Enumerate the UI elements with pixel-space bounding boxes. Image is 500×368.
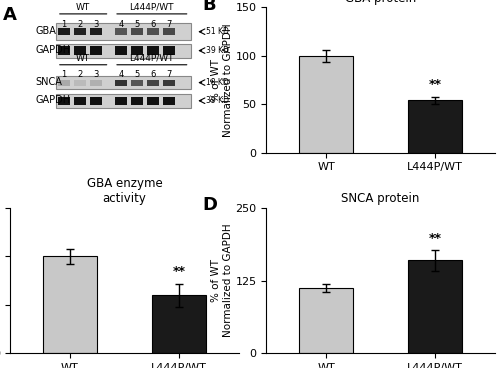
Text: 2: 2	[77, 70, 82, 78]
Text: 2: 2	[77, 20, 82, 29]
FancyBboxPatch shape	[147, 46, 159, 55]
Text: 1: 1	[61, 20, 66, 29]
Text: **: **	[428, 78, 442, 91]
Text: 51 KD: 51 KD	[206, 27, 229, 36]
Text: **: **	[428, 232, 442, 245]
Text: 5: 5	[134, 70, 140, 78]
FancyBboxPatch shape	[58, 96, 70, 105]
Text: GAPDH: GAPDH	[35, 45, 70, 55]
Title: GBA enzyme
activity: GBA enzyme activity	[86, 177, 162, 205]
Text: GBA: GBA	[35, 26, 56, 36]
FancyBboxPatch shape	[74, 79, 86, 86]
Y-axis label: % of WT
Normalized to GAPDH: % of WT Normalized to GAPDH	[211, 23, 233, 137]
Text: 7: 7	[166, 20, 172, 29]
Text: L444P/WT: L444P/WT	[130, 3, 174, 12]
FancyBboxPatch shape	[90, 79, 102, 86]
FancyBboxPatch shape	[74, 28, 86, 35]
FancyBboxPatch shape	[163, 96, 175, 105]
FancyBboxPatch shape	[131, 96, 143, 105]
Y-axis label: % of WT
Normalized to GAPDH: % of WT Normalized to GAPDH	[211, 224, 233, 337]
FancyBboxPatch shape	[58, 46, 70, 55]
Bar	[152, 295, 206, 353]
Text: SNCA: SNCA	[35, 77, 62, 87]
FancyBboxPatch shape	[163, 46, 175, 55]
Text: 6: 6	[150, 70, 156, 78]
Text: 7: 7	[166, 70, 172, 78]
Text: 3: 3	[93, 70, 98, 78]
Text: D: D	[202, 196, 217, 214]
FancyBboxPatch shape	[90, 96, 102, 105]
Bar	[408, 260, 463, 353]
FancyBboxPatch shape	[147, 28, 159, 35]
FancyBboxPatch shape	[56, 44, 190, 57]
FancyBboxPatch shape	[163, 28, 175, 35]
FancyBboxPatch shape	[74, 46, 86, 55]
Text: **: **	[172, 265, 186, 279]
FancyBboxPatch shape	[74, 96, 86, 105]
Text: 39 KD: 39 KD	[206, 96, 229, 105]
Text: 4: 4	[118, 70, 124, 78]
FancyBboxPatch shape	[115, 46, 127, 55]
FancyBboxPatch shape	[90, 46, 102, 55]
Bar	[42, 256, 97, 353]
Text: 4: 4	[118, 20, 124, 29]
Text: A: A	[3, 6, 17, 24]
FancyBboxPatch shape	[58, 79, 70, 86]
FancyBboxPatch shape	[115, 28, 127, 35]
FancyBboxPatch shape	[147, 96, 159, 105]
Title: SNCA protein: SNCA protein	[342, 192, 420, 205]
Text: 1: 1	[61, 70, 66, 78]
Text: L444P/WT: L444P/WT	[130, 54, 174, 63]
FancyBboxPatch shape	[131, 46, 143, 55]
FancyBboxPatch shape	[163, 79, 175, 86]
Text: 18 KD: 18 KD	[206, 78, 229, 87]
Text: WT: WT	[76, 3, 90, 12]
Bar	[299, 287, 354, 353]
FancyBboxPatch shape	[56, 94, 190, 108]
Text: WT: WT	[76, 54, 90, 63]
FancyBboxPatch shape	[131, 79, 143, 86]
Text: 5: 5	[134, 20, 140, 29]
Title: GBA protein: GBA protein	[345, 0, 416, 5]
FancyBboxPatch shape	[147, 79, 159, 86]
Text: 3: 3	[93, 20, 98, 29]
Text: 39 KD: 39 KD	[206, 46, 229, 55]
FancyBboxPatch shape	[115, 96, 127, 105]
Text: B: B	[202, 0, 216, 14]
Bar	[408, 100, 463, 153]
FancyBboxPatch shape	[131, 28, 143, 35]
Text: 6: 6	[150, 20, 156, 29]
Text: GAPDH: GAPDH	[35, 95, 70, 105]
Bar	[299, 56, 354, 153]
FancyBboxPatch shape	[115, 79, 127, 86]
FancyBboxPatch shape	[56, 76, 190, 89]
FancyBboxPatch shape	[90, 28, 102, 35]
FancyBboxPatch shape	[56, 23, 190, 40]
FancyBboxPatch shape	[58, 28, 70, 35]
